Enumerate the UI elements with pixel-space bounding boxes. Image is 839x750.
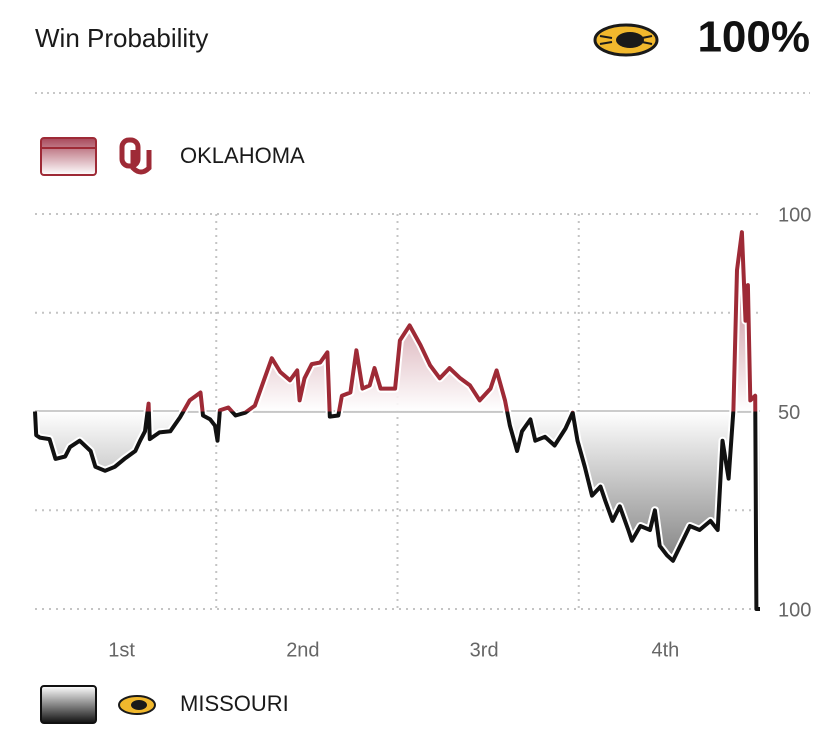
- line-missouri: [33, 411, 760, 611]
- y-tick-label: 100: [778, 599, 811, 621]
- legend-label: MISSOURI: [180, 691, 289, 716]
- x-tick-label: 3rd: [470, 639, 499, 661]
- legend-missouri: MISSOURI: [40, 685, 289, 724]
- legend-swatch: [40, 685, 97, 724]
- line-oklahoma: [35, 230, 758, 412]
- x-tick-label: 1st: [108, 639, 135, 661]
- x-tick-label: 4th: [651, 639, 679, 661]
- missouri-logo-header: [593, 23, 659, 57]
- leader-probability: 100%: [697, 13, 810, 62]
- missouri-logo: [118, 695, 156, 715]
- title: Win Probability: [35, 23, 208, 53]
- oklahoma-logo: [119, 137, 152, 175]
- legend-label: OKLAHOMA: [180, 143, 305, 168]
- legend-swatch: [40, 137, 97, 176]
- x-tick-label: 2nd: [286, 639, 319, 661]
- y-tick-label: 50: [778, 402, 800, 424]
- legend-oklahoma: OKLAHOMA: [40, 137, 305, 176]
- plot: 1st 2nd 3rd 4th 100 50 100: [31, 204, 811, 661]
- y-tick-label: 100: [778, 204, 811, 226]
